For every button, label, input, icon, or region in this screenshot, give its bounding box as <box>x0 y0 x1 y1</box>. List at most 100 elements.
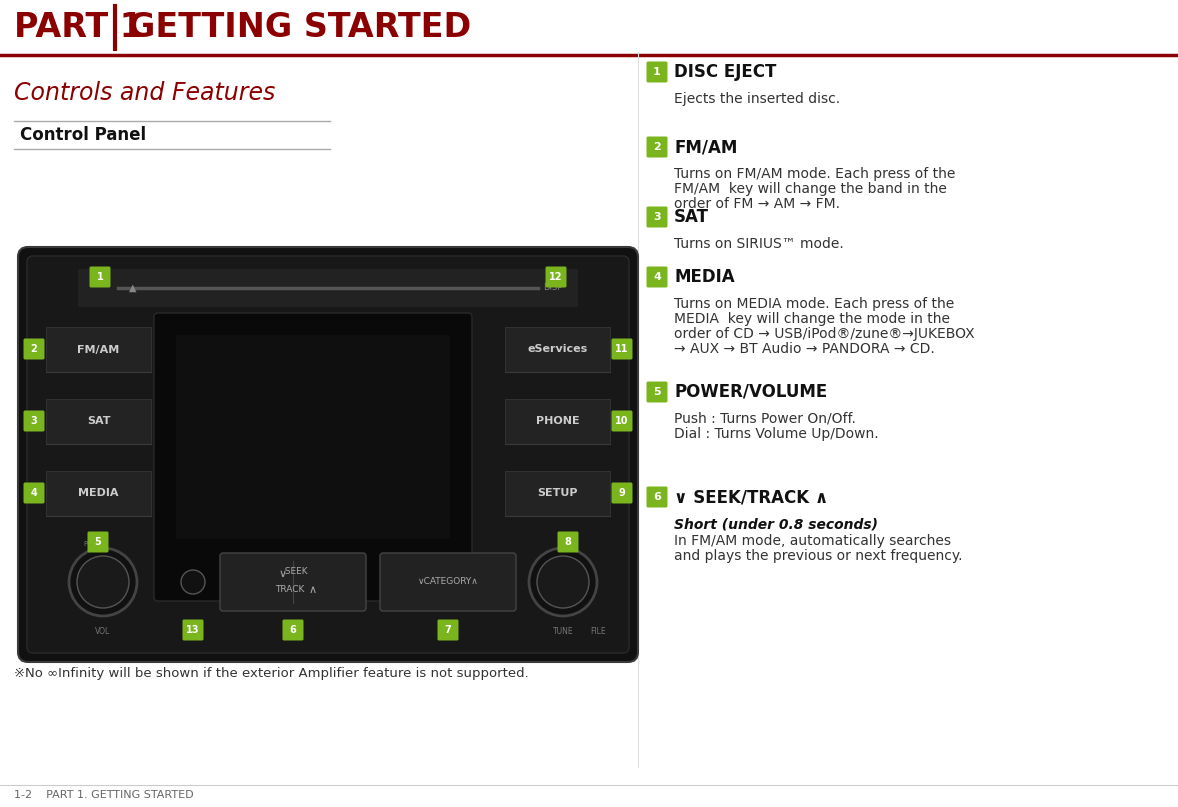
Bar <box>46 399 151 444</box>
Text: 11: 11 <box>615 344 629 354</box>
FancyBboxPatch shape <box>90 266 111 287</box>
Text: SAT: SAT <box>674 208 709 226</box>
FancyBboxPatch shape <box>611 483 633 504</box>
FancyBboxPatch shape <box>87 532 108 553</box>
FancyBboxPatch shape <box>176 335 450 539</box>
Text: Turns on FM/AM mode. Each press of the: Turns on FM/AM mode. Each press of the <box>674 167 955 181</box>
Text: Ejects the inserted disc.: Ejects the inserted disc. <box>674 92 840 106</box>
Text: DISP: DISP <box>543 283 563 292</box>
Text: Turns on MEDIA mode. Each press of the: Turns on MEDIA mode. Each press of the <box>674 297 954 311</box>
FancyBboxPatch shape <box>647 61 668 82</box>
Text: ∨CATEGORY∧: ∨CATEGORY∧ <box>417 578 478 587</box>
FancyBboxPatch shape <box>611 411 633 432</box>
Text: 2: 2 <box>31 344 38 354</box>
FancyBboxPatch shape <box>647 487 668 508</box>
FancyBboxPatch shape <box>154 313 472 601</box>
Text: 10: 10 <box>615 416 629 426</box>
FancyBboxPatch shape <box>380 553 516 611</box>
Text: 12: 12 <box>549 272 563 282</box>
Circle shape <box>181 570 205 594</box>
Text: 6: 6 <box>290 625 297 635</box>
Text: Push : Turns Power On/Off.: Push : Turns Power On/Off. <box>674 412 856 426</box>
Text: ▲: ▲ <box>130 283 137 293</box>
Text: ※No ∞Infinity will be shown if the exterior Amplifier feature is not supported.: ※No ∞Infinity will be shown if the exter… <box>14 667 529 680</box>
Text: 1: 1 <box>97 272 104 282</box>
Text: MEDIA: MEDIA <box>674 268 735 286</box>
Text: 9: 9 <box>618 488 626 498</box>
Text: 4: 4 <box>31 488 38 498</box>
Text: FILE: FILE <box>590 628 605 637</box>
Text: Turns on SIRIUS™ mode.: Turns on SIRIUS™ mode. <box>674 237 843 251</box>
Text: FM/AM  key will change the band in the: FM/AM key will change the band in the <box>674 182 947 196</box>
Text: 1-2    PART 1. GETTING STARTED: 1-2 PART 1. GETTING STARTED <box>14 790 193 800</box>
Text: Short (under 0.8 seconds): Short (under 0.8 seconds) <box>674 517 878 531</box>
Bar <box>505 399 610 444</box>
Text: 3: 3 <box>653 212 661 222</box>
Text: ∨ SEEK/TRACK ∧: ∨ SEEK/TRACK ∧ <box>674 488 828 506</box>
Text: Controls and Features: Controls and Features <box>14 81 276 105</box>
Text: ∧: ∧ <box>309 585 317 595</box>
Text: FM/AM: FM/AM <box>78 345 120 354</box>
Text: 13: 13 <box>186 625 200 635</box>
Text: 5: 5 <box>94 537 101 547</box>
Bar <box>78 269 578 307</box>
Text: → AUX → BT Audio → PANDORA → CD.: → AUX → BT Audio → PANDORA → CD. <box>674 342 935 356</box>
Text: MEDIA  key will change the mode in the: MEDIA key will change the mode in the <box>674 312 949 326</box>
Text: order of FM → AM → FM.: order of FM → AM → FM. <box>674 197 840 211</box>
Text: GETTING STARTED: GETTING STARTED <box>128 11 471 44</box>
Text: ENTER: ENTER <box>380 562 405 571</box>
FancyBboxPatch shape <box>24 483 45 504</box>
Text: MEDIA: MEDIA <box>78 488 119 499</box>
Text: PUSH: PUSH <box>86 550 106 556</box>
Text: 6: 6 <box>653 492 661 502</box>
Bar <box>505 471 610 516</box>
FancyBboxPatch shape <box>647 207 668 228</box>
FancyBboxPatch shape <box>220 553 366 611</box>
FancyBboxPatch shape <box>183 620 204 641</box>
Text: TUNE: TUNE <box>552 628 574 637</box>
FancyBboxPatch shape <box>647 382 668 403</box>
Text: 5: 5 <box>653 387 661 397</box>
FancyBboxPatch shape <box>18 247 638 662</box>
Text: POWER/VOLUME: POWER/VOLUME <box>674 383 827 401</box>
Bar <box>46 327 151 372</box>
FancyBboxPatch shape <box>437 620 458 641</box>
Text: 8: 8 <box>564 537 571 547</box>
FancyBboxPatch shape <box>283 620 304 641</box>
Text: ∨: ∨ <box>279 569 287 579</box>
Bar <box>46 471 151 516</box>
Text: POWER: POWER <box>84 541 108 547</box>
Text: order of CD → USB/iPod®/zune®→JUKEBOX: order of CD → USB/iPod®/zune®→JUKEBOX <box>674 327 974 341</box>
FancyBboxPatch shape <box>647 266 668 287</box>
Circle shape <box>77 556 130 608</box>
Text: DISC EJECT: DISC EJECT <box>674 63 776 81</box>
Bar <box>0 0 1178 55</box>
Text: SEEK: SEEK <box>279 567 307 576</box>
FancyBboxPatch shape <box>545 266 567 287</box>
Text: PHONE: PHONE <box>536 416 580 427</box>
Bar <box>505 327 610 372</box>
FancyBboxPatch shape <box>557 532 578 553</box>
Circle shape <box>529 548 597 616</box>
FancyBboxPatch shape <box>647 136 668 157</box>
Text: TRACK: TRACK <box>276 586 311 595</box>
Text: VOL: VOL <box>95 628 111 637</box>
Text: 4: 4 <box>653 272 661 282</box>
Text: FM/AM: FM/AM <box>674 138 737 156</box>
FancyBboxPatch shape <box>24 411 45 432</box>
FancyBboxPatch shape <box>611 338 633 359</box>
Text: SAT: SAT <box>87 416 111 427</box>
Text: PART 1: PART 1 <box>14 11 143 44</box>
Text: 1: 1 <box>653 67 661 77</box>
Text: In FM/AM mode, automatically searches: In FM/AM mode, automatically searches <box>674 534 951 548</box>
Text: 2: 2 <box>653 142 661 152</box>
Text: Dial : Turns Volume Up/Down.: Dial : Turns Volume Up/Down. <box>674 427 879 441</box>
FancyBboxPatch shape <box>27 256 629 653</box>
Text: 3: 3 <box>31 416 38 426</box>
Text: Control Panel: Control Panel <box>20 126 146 144</box>
Text: 7: 7 <box>444 625 451 635</box>
Text: SETUP: SETUP <box>537 488 577 499</box>
Circle shape <box>537 556 589 608</box>
Circle shape <box>70 548 137 616</box>
Text: eServices: eServices <box>528 345 588 354</box>
